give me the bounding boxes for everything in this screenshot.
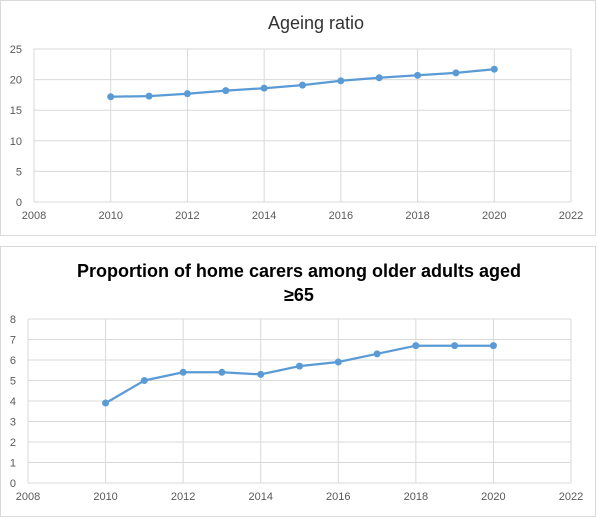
ageing-ratio-chart: Ageing ratio 0 5 10 15 20 25 2008 2010 2012 2014 2… (0, 0, 596, 236)
series-line (105, 344, 494, 405)
x-tick-label: 2008 (16, 491, 40, 503)
x-tick-label: 2012 (175, 210, 199, 222)
data-point (337, 77, 345, 85)
y-tick-label: 5 (16, 166, 22, 178)
y-tick-label: 10 (10, 136, 22, 148)
y-tick-label: 4 (10, 396, 16, 408)
y-tick-label: 1 (10, 458, 16, 470)
x-tick-label: 2018 (404, 491, 428, 503)
y-tick-label: 6 (10, 355, 16, 367)
y-tick-label: 15 (10, 105, 22, 117)
x-tick-label: 2014 (252, 210, 276, 222)
x-tick-label: 2008 (22, 210, 46, 222)
x-tick-label: 2012 (171, 491, 195, 503)
y-tick-label: 8 (10, 314, 16, 326)
x-tick-label: 2010 (98, 210, 122, 222)
data-point (296, 362, 303, 370)
chart-title-line2: ≥65 (284, 285, 314, 305)
y-tick-label: 20 (10, 75, 22, 87)
y-tick-label: 3 (10, 417, 16, 429)
data-point (299, 81, 306, 89)
x-tick-label: 2020 (481, 491, 505, 503)
data-point (490, 65, 498, 73)
x-tick-label: 2014 (248, 491, 272, 503)
x-tick-label: 2022 (559, 210, 583, 222)
x-tick-label: 2010 (93, 491, 117, 503)
chart-title: Ageing ratio (268, 13, 364, 33)
data-point (218, 368, 226, 376)
data-point (451, 342, 459, 350)
x-tick-label: 2018 (405, 210, 429, 222)
home-carers-plot: Proportion of home carers among older ad… (10, 261, 583, 503)
data-point (334, 358, 342, 366)
data-point (412, 342, 420, 350)
data-point (260, 84, 268, 92)
data-point (489, 342, 497, 350)
data-point (257, 370, 265, 378)
data-point (414, 71, 422, 79)
data-point (373, 350, 381, 358)
y-tick-label: 7 (10, 335, 16, 347)
y-tick-label: 5 (10, 376, 16, 388)
data-point (179, 368, 187, 376)
x-tick-label: 2016 (329, 210, 353, 222)
x-tick-label: 2016 (326, 491, 350, 503)
chart-title: Proportion of home carers among older ad… (77, 261, 521, 281)
data-point (140, 377, 148, 384)
data-point (145, 92, 153, 100)
data-point (452, 69, 460, 77)
y-tick-label: 25 (10, 44, 22, 56)
data-point (375, 74, 383, 82)
x-tick-label: 2022 (559, 491, 583, 503)
y-tick-label: 0 (10, 478, 16, 490)
ageing-ratio-plot: Ageing ratio 0 5 10 15 20 25 2008 2010 2012 2014 2… (10, 13, 583, 222)
home-carers-chart: Proportion of home carers among older ad… (0, 246, 596, 517)
x-tick-label: 2020 (482, 210, 506, 222)
data-point (107, 93, 115, 101)
y-tick-label: 0 (16, 197, 22, 209)
data-point (222, 87, 230, 95)
data-point (102, 399, 110, 407)
y-tick-label: 2 (10, 437, 16, 449)
data-point (183, 90, 191, 98)
